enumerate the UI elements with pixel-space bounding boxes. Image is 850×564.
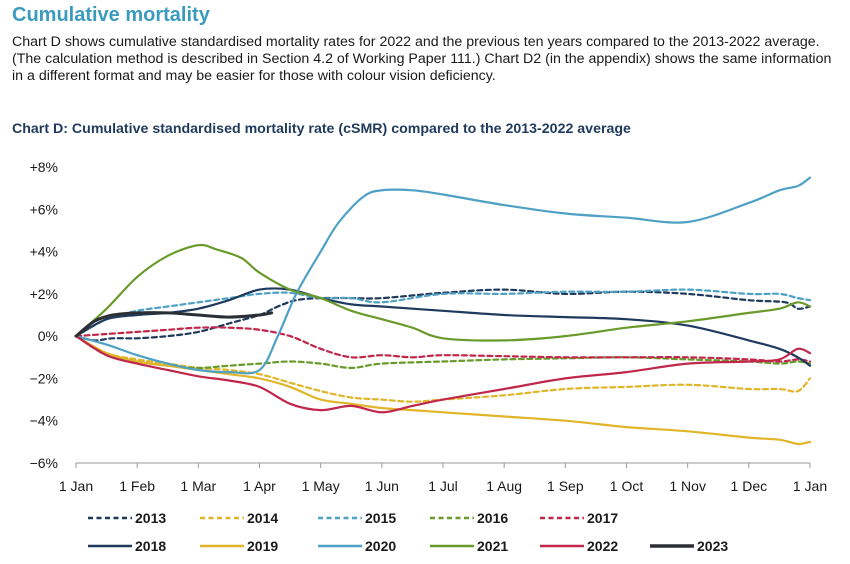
x-tick-label: 1 Mar: [180, 478, 216, 494]
legend-label-2021: 2021: [477, 538, 508, 554]
x-tick-label: 1 Jan: [793, 478, 827, 494]
series-line-2018: [74, 287, 812, 367]
series-lines: [74, 176, 812, 446]
series-line-2015: [74, 288, 812, 338]
x-tick-label: 1 Sep: [547, 478, 584, 494]
y-axis: +8% +6% +4% +2% 0% −2% −4% −6%: [30, 159, 58, 471]
y-tick-label: −6%: [30, 455, 58, 471]
chart-title: Chart D: Cumulative standardised mortali…: [12, 121, 631, 137]
x-axis: 1 Jan 1 Feb 1 Mar 1 Apr 1 May 1 Jun 1 Jul 1 Aug…: [59, 463, 827, 494]
y-tick-label: +6%: [30, 201, 58, 217]
legend-label-2018: 2018: [135, 538, 166, 554]
x-tick-label: 1 Aug: [486, 478, 522, 494]
x-tick-label: 1 Apr: [243, 478, 276, 494]
series-line-2020: [74, 176, 812, 375]
legend-label-2016: 2016: [477, 510, 508, 526]
intro-paragraph: Chart D shows cumulative standardised mo…: [12, 34, 832, 84]
y-tick-label: −4%: [30, 413, 58, 429]
x-tick-label: 1 Jul: [428, 478, 458, 494]
legend: 2013 2014 2015 2016 2017 2018 2019 2020 2021 2022…: [88, 510, 728, 554]
legend-label-2022: 2022: [587, 538, 618, 554]
x-tick-label: 1 Nov: [669, 478, 706, 494]
x-tick-label: 1 Oct: [610, 478, 644, 494]
y-tick-label: −2%: [30, 370, 58, 386]
series-line-2021: [74, 243, 812, 342]
x-tick-label: 1 Jun: [365, 478, 399, 494]
series-line-2023: [74, 311, 274, 338]
y-tick-label: +2%: [30, 286, 58, 302]
legend-label-2015: 2015: [365, 510, 396, 526]
legend-label-2020: 2020: [365, 538, 396, 554]
y-tick-label: 0%: [38, 328, 58, 344]
x-tick-label: 1 Dec: [731, 478, 768, 494]
x-tick-label: 1 May: [302, 478, 340, 494]
legend-label-2017: 2017: [587, 510, 618, 526]
legend-label-2023: 2023: [697, 538, 728, 554]
section-heading: Cumulative mortality: [12, 4, 210, 26]
x-tick-label: 1 Jan: [59, 478, 93, 494]
legend-label-2019: 2019: [247, 538, 278, 554]
series-line-2019: [74, 335, 812, 446]
legend-label-2014: 2014: [247, 510, 278, 526]
series-line-2017: [74, 326, 812, 363]
legend-label-2013: 2013: [135, 510, 166, 526]
series-line-2022: [74, 335, 812, 414]
y-tick-label: +4%: [30, 244, 58, 260]
x-tick-label: 1 Feb: [119, 478, 155, 494]
y-tick-label: +8%: [30, 159, 58, 175]
